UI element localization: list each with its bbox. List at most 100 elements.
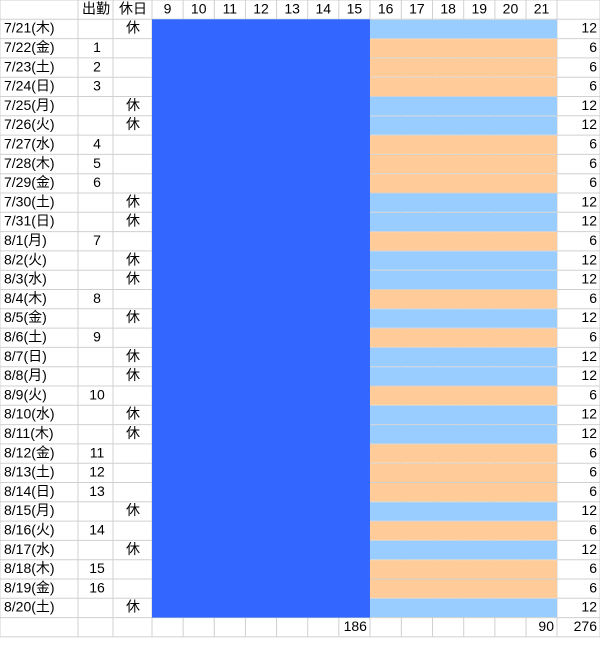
total-block: 186 <box>344 618 368 634</box>
hour-fill <box>369 290 557 309</box>
date: 8/20(土) <box>4 599 55 615</box>
date: 8/7(日) <box>4 348 47 364</box>
date: 7/22(金) <box>4 39 55 55</box>
day-total: 6 <box>589 174 597 190</box>
date: 8/3(水) <box>4 271 47 287</box>
header-hour: 12 <box>253 0 269 16</box>
day-total: 12 <box>581 541 597 557</box>
day-total: 12 <box>581 213 597 229</box>
work-count: 3 <box>93 78 101 94</box>
date: 8/19(金) <box>4 579 55 595</box>
day-total: 6 <box>589 521 597 537</box>
hour-fill <box>369 560 557 579</box>
day-total: 12 <box>581 20 597 36</box>
work-count: 9 <box>93 328 101 344</box>
holiday-mark: 休 <box>126 271 140 287</box>
work-count: 14 <box>89 521 105 537</box>
holiday-mark: 休 <box>126 541 140 557</box>
date: 8/5(金) <box>4 309 47 325</box>
work-count: 1 <box>93 39 101 55</box>
day-total: 6 <box>589 135 597 151</box>
day-total: 6 <box>589 386 597 402</box>
total-all: 276 <box>574 618 598 634</box>
day-total: 6 <box>589 78 597 94</box>
work-count: 4 <box>93 135 101 151</box>
hour-fill <box>369 483 557 502</box>
hour-fill <box>369 251 557 270</box>
holiday-mark: 休 <box>126 309 140 325</box>
day-total: 6 <box>589 560 597 576</box>
holiday-mark: 休 <box>126 425 140 441</box>
holiday-mark: 休 <box>126 367 140 383</box>
holiday-mark: 休 <box>126 193 140 209</box>
work-block <box>152 19 370 618</box>
day-total: 6 <box>589 39 597 55</box>
holiday-mark: 休 <box>126 502 140 518</box>
header-hour: 15 <box>347 0 363 16</box>
day-total: 12 <box>581 599 597 615</box>
holiday-mark: 休 <box>126 213 140 229</box>
day-total: 6 <box>589 483 597 499</box>
header-holiday: 休日 <box>119 0 147 16</box>
hour-fill <box>369 135 557 154</box>
day-total: 12 <box>581 348 597 364</box>
hour-fill <box>369 154 557 174</box>
date: 7/28(木) <box>4 155 55 171</box>
date: 8/2(火) <box>4 251 47 267</box>
work-count: 2 <box>93 58 101 74</box>
hour-fill <box>369 521 557 540</box>
date: 8/14(日) <box>4 483 55 499</box>
date: 7/27(水) <box>4 135 55 151</box>
work-count: 13 <box>89 483 105 499</box>
day-total: 12 <box>581 251 597 267</box>
date: 7/29(金) <box>4 174 55 190</box>
hour-fill <box>369 116 557 135</box>
hour-fill <box>369 463 557 482</box>
work-count: 10 <box>89 386 105 402</box>
header-hour: 20 <box>503 0 519 16</box>
hour-fill <box>369 193 557 212</box>
header-hour: 16 <box>378 0 394 16</box>
hour-fill <box>369 97 557 116</box>
holiday-mark: 休 <box>126 97 140 113</box>
hour-fill <box>369 405 557 425</box>
header-hour: 17 <box>409 0 425 16</box>
work-count: 5 <box>93 155 101 171</box>
date: 8/16(火) <box>4 521 55 537</box>
hour-fill <box>369 77 557 96</box>
day-total: 12 <box>581 502 597 518</box>
holiday-mark: 休 <box>126 116 140 132</box>
day-total: 12 <box>581 97 597 113</box>
day-total: 12 <box>581 116 597 132</box>
hour-fill <box>369 425 557 444</box>
date: 7/24(日) <box>4 78 55 94</box>
hour-fill <box>369 58 557 77</box>
hour-fill <box>369 367 557 386</box>
hour-fill <box>369 212 557 232</box>
work-count: 15 <box>89 560 105 576</box>
day-total: 12 <box>581 425 597 441</box>
work-count: 6 <box>93 174 101 190</box>
date: 8/8(月) <box>4 367 47 383</box>
hour-fill <box>369 386 557 405</box>
header-hour: 11 <box>223 0 238 16</box>
date: 7/30(土) <box>4 193 55 209</box>
date: 8/18(木) <box>4 560 55 576</box>
holiday-mark: 休 <box>126 251 140 267</box>
header-hour: 14 <box>315 0 331 16</box>
hour-fill <box>369 598 557 618</box>
date: 8/9(火) <box>4 386 47 402</box>
hour-fill <box>369 444 557 463</box>
hour-fill <box>369 39 557 58</box>
header-hour: 10 <box>191 0 207 16</box>
hour-fill <box>369 309 557 328</box>
holiday-mark: 休 <box>126 20 140 36</box>
day-total: 12 <box>581 367 597 383</box>
day-total: 6 <box>589 232 597 248</box>
holiday-mark: 休 <box>126 406 140 422</box>
day-total: 12 <box>581 271 597 287</box>
header-hour: 19 <box>471 0 487 16</box>
date: 8/17(水) <box>4 541 55 557</box>
date: 7/26(火) <box>4 116 55 132</box>
hour-fill <box>369 347 557 367</box>
